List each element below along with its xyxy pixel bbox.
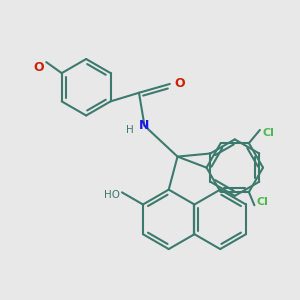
- Text: O: O: [34, 61, 44, 74]
- Text: Cl: Cl: [256, 197, 268, 208]
- Text: methoxy: methoxy: [33, 53, 64, 59]
- Text: N: N: [139, 119, 150, 132]
- Text: Cl: Cl: [262, 128, 274, 138]
- Text: H: H: [126, 125, 134, 135]
- Text: O: O: [174, 77, 185, 91]
- Text: HO: HO: [104, 190, 120, 200]
